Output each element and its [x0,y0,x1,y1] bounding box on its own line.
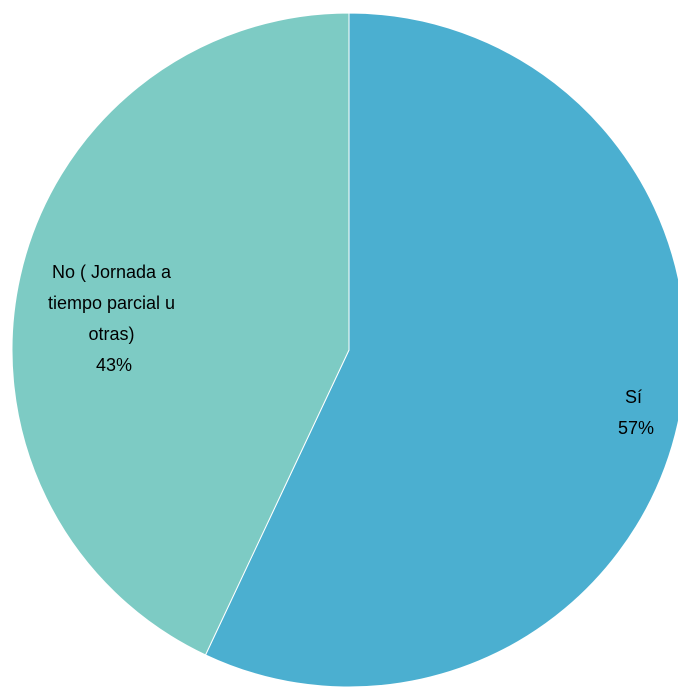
slice-labels: No ( Jornada a tiempo parcial u otras) 4… [48,262,654,438]
slice-label-no-line-1: No ( Jornada a [52,262,172,282]
slice-label-no: No ( Jornada a tiempo parcial u otras) 4… [48,262,180,375]
slice-label-no-percent: 43% [96,355,132,375]
slice-label-no-line-2: tiempo parcial u [48,293,175,313]
slice-label-si: Sí 57% [618,387,654,438]
slice-label-si-name: Sí [625,387,642,407]
slice-label-si-percent: 57% [618,418,654,438]
pie-slices [11,12,678,687]
slice-label-no-line-3: otras) [88,324,134,344]
pie-slice-no [11,12,350,656]
